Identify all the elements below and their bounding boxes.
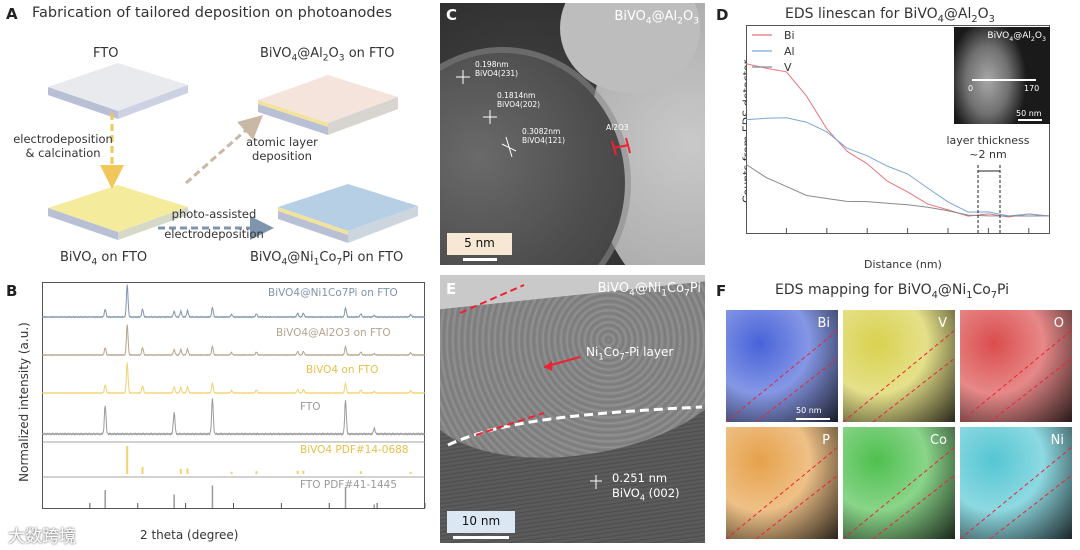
label-ald: atomic layer deposition — [246, 135, 318, 163]
inset-end: 170 — [1024, 84, 1040, 93]
xrd-trace-nicopi — [42, 284, 426, 319]
panel-c-label: C — [446, 6, 458, 24]
tem-e-title: BiVO4@Ni1Co7Pi — [597, 281, 701, 299]
panel-f-label: F — [716, 282, 727, 300]
bivo4-plate — [48, 185, 188, 240]
eds-xlabel: Distance (nm) — [864, 258, 942, 271]
eds-map-p: P — [726, 427, 838, 539]
haadf-inset: BiVO4@Al2O3 0 170 50 nm — [954, 27, 1050, 124]
bivo4-nicopi-plate — [278, 184, 418, 243]
panel-e-label: E — [446, 280, 457, 298]
label-fto: FTO — [93, 46, 119, 61]
xrd-ylabel: Normalized intensity (a.u.) — [17, 322, 31, 482]
eds-map-label: P — [822, 433, 830, 448]
eds-map-label: O — [1053, 316, 1064, 331]
eds-map-bi: Bi 50 nm — [726, 310, 838, 422]
legend-label: Al — [784, 45, 795, 58]
xrd-chart: 202530354045505560 — [42, 282, 426, 509]
eds-map-label: Co — [929, 433, 947, 448]
panel-f-title: EDS mapping for BiVO4@Ni1Co7Pi — [775, 282, 1010, 301]
eds-line-al — [746, 117, 1050, 217]
eds-map-label: Bi — [817, 316, 830, 331]
tem-c-title: BiVO4@Al2O3 — [614, 9, 699, 27]
label-photo: photo-assisted electrodeposition — [164, 207, 264, 241]
xrd-trace-fto — [42, 398, 426, 436]
fabrication-scheme — [48, 63, 418, 243]
lattice-121: 0.3082nm BiVO4(121) — [522, 127, 566, 145]
trace-label-al2o3: BiVO4@Al2O3 on FTO — [276, 327, 391, 339]
inset-start: 0 — [968, 84, 974, 93]
label-bivo4-nicopi: BiVO4@Ni1Co7Pi on FTO — [250, 250, 404, 268]
linescan-line — [972, 79, 1036, 81]
eds-map-o: O — [960, 310, 1072, 422]
arrow-ald — [185, 115, 263, 185]
al2o3-label: Al2O3 — [606, 123, 629, 132]
xrd-trace-bivo4 — [42, 362, 426, 395]
trace-label-fto-pdf: FTO PDF#41-1445 — [300, 479, 397, 491]
scale-bar-e: 10 nm — [447, 511, 515, 539]
tem-image-e: BiVO4@Ni1Co7Pi Ni1Co7-Pi layer 0.251 nm … — [440, 275, 705, 543]
eds-map-v: V — [843, 310, 955, 422]
trace-label-nicopi: BiVO4@Ni1Co7Pi on FTO — [268, 287, 398, 299]
legend-label: Bi — [784, 29, 795, 42]
eds-map-label: Ni — [1050, 433, 1064, 448]
label-electrodeposition: electrodeposition & calcination — [13, 132, 113, 160]
inset-scale: 50 nm — [1016, 109, 1042, 118]
scale-bar-c: 5 nm — [447, 233, 512, 261]
panel-d-title: EDS linescan for BiVO4@Al2O3 — [785, 6, 995, 25]
legend-label: V — [784, 61, 792, 74]
bivo4-al2o3-plate — [258, 75, 398, 135]
tem-image-c: BiVO4@Al2O3 0.198nm BiVO4(231) 0.1814nm Bi… — [440, 3, 705, 265]
xrd-trace-al2o3 — [42, 324, 426, 357]
nicopi-layer-label: Ni1Co7-Pi layer — [586, 345, 674, 362]
panel-d-label: D — [716, 6, 729, 24]
eds-map-ni: Ni — [960, 427, 1072, 539]
panel-b-label: B — [6, 282, 18, 300]
label-bivo4-fto: BiVO4 on FTO — [60, 250, 148, 268]
lattice-002: 0.251 nm BiVO4 (002) — [612, 471, 680, 503]
xrd-xlabel: 2 theta (degree) — [140, 528, 239, 542]
eds-map-co: Co — [843, 427, 955, 539]
lattice-231: 0.198nm BiVO4(231) — [475, 60, 519, 78]
panel-a-title: Fabrication of tailored deposition on ph… — [32, 5, 393, 21]
eds-map-scale: 50 nm — [796, 406, 822, 415]
trace-label-fto: FTO — [300, 401, 321, 413]
layer-thickness-label: layer thickness ~2 nm — [946, 134, 1030, 161]
eds-map-label: V — [938, 316, 947, 331]
watermark: 大数跨境 — [8, 527, 76, 547]
lattice-202: 0.1814nm BiVO4(202) — [497, 91, 541, 109]
panel-a-label: A — [6, 5, 18, 23]
fto-plate — [48, 63, 188, 119]
trace-label-bivo4: BiVO4 on FTO — [306, 364, 379, 376]
eds-line-v — [746, 163, 1050, 217]
inset-title: BiVO4@Al2O3 — [987, 31, 1046, 43]
trace-label-bivo4-pdf: BiVO4 PDF#14-0688 — [300, 444, 409, 456]
label-bivo4-al2o3: BiVO4@Al2O3 on FTO — [260, 46, 395, 64]
